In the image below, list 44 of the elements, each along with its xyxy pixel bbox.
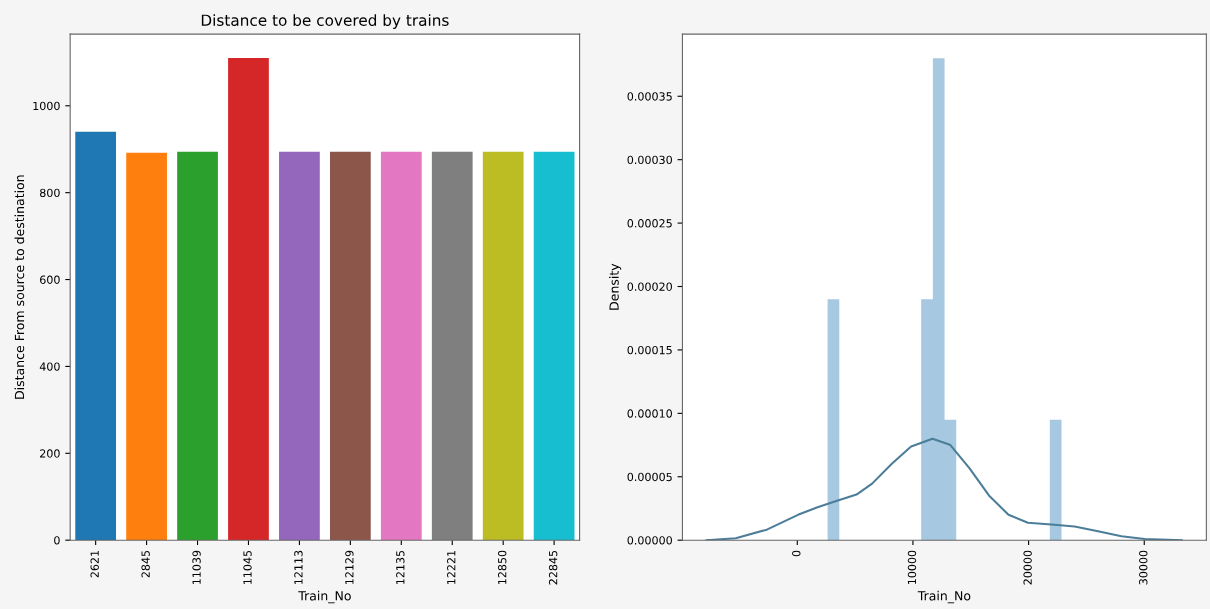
y-tick-label: 0.00015 [627,345,672,355]
bar [533,151,575,541]
chart-title: Distance to be covered by trains [201,14,449,29]
x-tick-label: 12135 [396,550,405,585]
x-tick-label: 22845 [548,550,558,585]
bar [126,152,167,541]
y-tick-label: 800 [40,188,60,198]
y-tick-label: 0.00025 [627,219,672,228]
bar [431,151,473,541]
bar [329,151,371,541]
bar [228,58,269,541]
y-tick-label: 0 [54,536,60,545]
y-tick-label: 200 [40,449,60,458]
line-series [705,437,1183,541]
x-tick-label: 10000 [907,550,917,585]
y-tick-label: 1000 [33,101,60,111]
bar [380,151,422,541]
x-tick-label: 2845 [141,550,150,578]
bar [177,151,218,541]
y-axis-title: Density [609,263,622,310]
y-tick-label: 0.00005 [627,472,672,482]
bar [482,151,524,541]
y-tick-label: 400 [39,362,60,371]
x-tick-label: 30000 [1139,550,1148,585]
x-tick-label: 20000 [1023,550,1032,585]
y-tick-label: 0.00020 [627,282,672,291]
y-tick-label: 0.00030 [627,155,672,165]
y-tick-label: 0.00000 [627,536,672,545]
x-axis-title: Train_No [917,590,971,604]
bar [75,131,117,541]
y-tick-label: 600 [40,275,60,284]
x-tick-label: 11045 [243,550,252,585]
y-tick-label: 0.00035 [627,92,672,101]
x-tick-label: 12850 [498,550,507,585]
y-tick-label: 0.00010 [627,409,672,418]
x-axis-title: Train_No [298,590,351,604]
x-tick-label: 12129 [345,550,354,585]
bar [279,151,320,541]
y-axis-title: Distance From source to destination [14,175,25,399]
x-tick-label: 0 [792,550,801,557]
x-tick-label: 12113 [294,550,303,585]
x-tick-label: 12221 [447,550,456,585]
x-tick-label: 2621 [90,550,99,578]
x-tick-label: 11039 [192,550,201,585]
